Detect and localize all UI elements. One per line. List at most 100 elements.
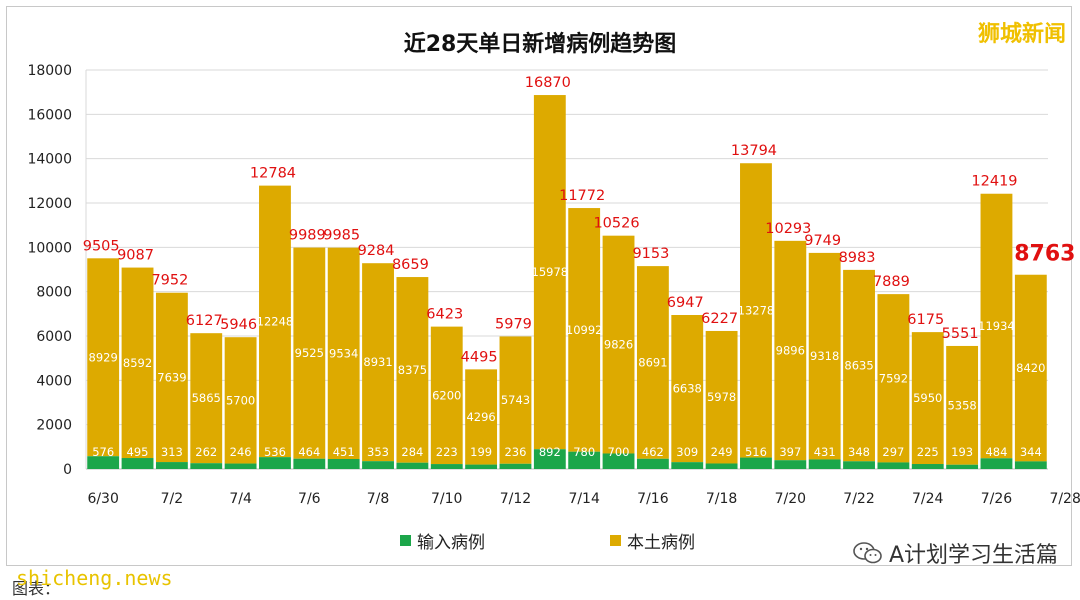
data-label-imported: 246 <box>230 445 252 459</box>
y-tick-label: 10000 <box>27 240 72 256</box>
bar-imported <box>877 462 910 469</box>
legend-label-imported: 输入病例 <box>417 533 485 553</box>
data-label-total: 12784 <box>250 166 296 182</box>
bar-imported <box>190 463 223 469</box>
y-tick-label: 6000 <box>36 329 72 345</box>
x-tick-label: 7/6 <box>298 491 321 507</box>
data-label-total: 6227 <box>701 311 738 327</box>
bar-local <box>1014 274 1047 462</box>
y-tick-label: 18000 <box>27 63 72 79</box>
data-label-local: 6200 <box>432 388 461 402</box>
data-label-local: 9318 <box>810 349 839 363</box>
data-label-local: 13278 <box>738 303 775 317</box>
data-label-imported: 297 <box>882 445 904 459</box>
data-label-local: 5978 <box>707 390 736 404</box>
bar-local <box>327 247 360 460</box>
x-tick-label: 7/16 <box>637 491 669 507</box>
bar-local <box>636 266 669 459</box>
data-label-local: 7639 <box>157 370 186 384</box>
data-label-total: 10526 <box>593 216 639 232</box>
data-label-total: 5979 <box>495 316 532 332</box>
bar-imported <box>568 451 601 469</box>
x-tick-label: 7/28 <box>1049 491 1080 507</box>
bar-imported <box>843 461 875 469</box>
data-label-total: 6423 <box>426 307 463 323</box>
x-tick-label: 6/30 <box>87 491 118 507</box>
bar-imported <box>671 462 704 469</box>
data-label-local: 8635 <box>844 359 873 373</box>
bar-local <box>671 315 704 463</box>
data-label-total: 9749 <box>804 233 841 249</box>
data-label-total: 9505 <box>83 238 120 254</box>
y-tick-label: 14000 <box>27 152 72 168</box>
bar-local <box>121 267 154 459</box>
data-label-local: 10992 <box>566 323 603 337</box>
data-label-imported: 780 <box>573 445 595 459</box>
y-tick-label: 12000 <box>27 196 72 212</box>
bar-local <box>362 263 394 462</box>
data-label-imported: 462 <box>642 445 664 459</box>
data-label-imported: 484 <box>985 445 1007 459</box>
x-tick-label: 7/8 <box>367 491 390 507</box>
data-label-imported: 536 <box>264 445 286 459</box>
data-label-imported: 249 <box>711 445 733 459</box>
data-label-imported: 397 <box>779 445 801 459</box>
legend: 输入病例 本土病例 <box>0 528 1080 553</box>
bar-local <box>911 332 944 465</box>
bar-local <box>155 292 188 463</box>
data-label-total: 8983 <box>839 250 876 266</box>
data-label-local: 5950 <box>913 391 942 405</box>
bar-local <box>533 95 566 450</box>
data-label-total: 9989 <box>289 228 326 244</box>
data-label-imported: 199 <box>470 445 492 459</box>
legend-item-imported: 输入病例 <box>400 528 485 553</box>
bar-imported <box>808 459 841 469</box>
bar-imported <box>396 462 429 469</box>
x-tick-label: 7/24 <box>912 491 944 507</box>
data-label-total: 7952 <box>151 273 188 289</box>
wechat-icon <box>853 542 882 564</box>
data-label-imported: 348 <box>848 445 870 459</box>
bar-imported <box>293 458 326 469</box>
bar-imported <box>980 458 1013 469</box>
bar-imported <box>705 463 738 469</box>
y-tick-label: 8000 <box>36 285 72 301</box>
data-label-total: 4495 <box>461 349 498 365</box>
data-label-imported: 262 <box>195 445 217 459</box>
bar-imported <box>465 464 498 469</box>
bar-imported <box>740 457 772 469</box>
data-label-local: 9826 <box>604 338 633 352</box>
data-label-imported: 431 <box>814 445 836 459</box>
data-label-total: 13794 <box>731 143 777 159</box>
data-label-total: 6175 <box>907 312 944 328</box>
data-label-total: 16870 <box>525 75 571 91</box>
bar-imported <box>87 456 120 469</box>
x-tick-label: 7/2 <box>161 491 184 507</box>
data-label-imported: 353 <box>367 445 389 459</box>
data-label-total: 7889 <box>873 274 910 290</box>
bar-imported <box>774 460 807 469</box>
data-label-imported: 495 <box>127 445 149 459</box>
bar-imported <box>602 453 635 469</box>
x-tick-label: 7/20 <box>775 491 806 507</box>
legend-swatch-local <box>610 535 621 546</box>
data-label-imported: 344 <box>1020 445 1042 459</box>
bar-imported <box>499 463 532 469</box>
bar-local <box>843 269 875 462</box>
bar-imported <box>121 458 154 469</box>
x-tick-label: 7/22 <box>843 491 874 507</box>
data-label-total: 9284 <box>358 243 395 259</box>
x-tick-label: 7/26 <box>981 491 1013 507</box>
data-label-local: 8691 <box>638 355 667 369</box>
y-tick-label: 0 <box>63 462 72 478</box>
bar-imported <box>430 464 463 469</box>
data-label-local: 8375 <box>398 363 427 377</box>
data-label-local: 9896 <box>776 344 805 358</box>
bar-local <box>87 258 120 457</box>
bar-imported <box>946 464 979 469</box>
x-tick-label: 7/10 <box>431 491 462 507</box>
data-label-total: 10293 <box>765 221 811 237</box>
bar-local <box>259 185 291 458</box>
data-label-imported: 700 <box>608 445 630 459</box>
